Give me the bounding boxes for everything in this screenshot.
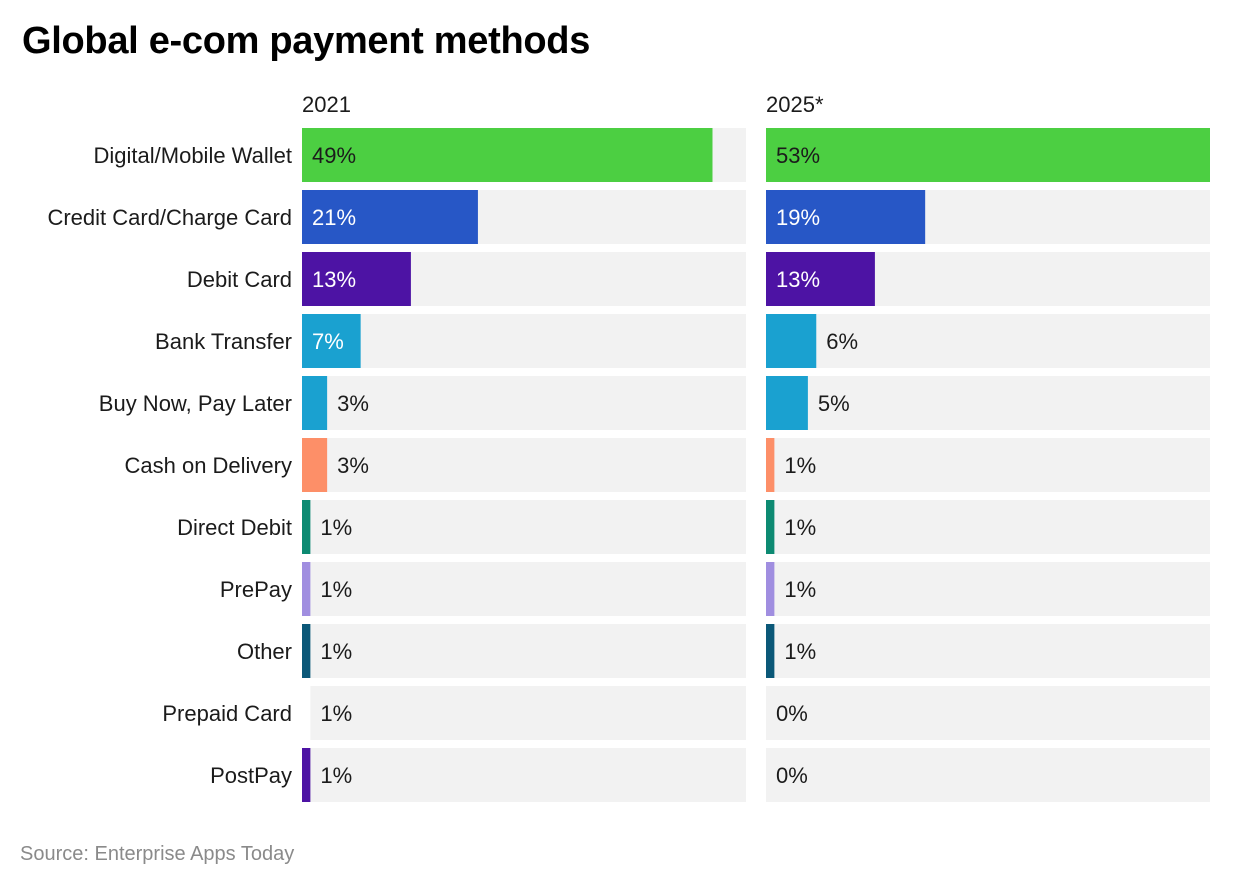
bar-chart: Digital/Mobile Wallet Credit Card/Charge … [47,92,1210,802]
category-labels: Digital/Mobile Wallet Credit Card/Charge … [47,143,292,788]
bar-track [302,376,746,430]
data-label: 1% [320,639,352,664]
data-label: 3% [337,453,369,478]
bar [302,190,478,244]
data-label: 53% [776,143,820,168]
bar [302,252,411,306]
data-label: 1% [784,453,816,478]
data-label: 21% [312,205,356,230]
panel-2021: 2021 49% 21% 13% 7% 3% 3% 1% 1% 1% 1% 1% [302,92,746,802]
panel-header: 2021 [302,92,351,117]
bar-track [302,438,746,492]
panel-2025: 2025* 53% 19% 13% 6% 5% 1% 1% 1% 1% 0% 0% [766,92,1210,802]
category-label: Credit Card/Charge Card [47,205,292,230]
data-label: 1% [784,639,816,664]
category-label: Debit Card [187,267,292,292]
bar-track [766,562,1210,616]
bar [302,624,311,678]
category-label: Prepaid Card [162,701,292,726]
data-label: 3% [337,391,369,416]
data-label: 1% [784,577,816,602]
chart-title: Global e-com payment methods [22,20,591,62]
data-label: 1% [320,701,352,726]
bar-track [766,438,1210,492]
bar [302,314,361,368]
bar [766,190,926,244]
bar-track [302,686,746,740]
bar-track [302,562,746,616]
bar-track [302,500,746,554]
bar [302,500,311,554]
source-note: Source: Enterprise Apps Today [20,843,295,865]
bar-track [302,624,746,678]
chart-panels: 2021 49% 21% 13% 7% 3% 3% 1% 1% 1% 1% 1% 2025* 53% 19%… [302,92,1210,802]
data-label: 0% [776,701,808,726]
bar [302,562,311,616]
data-label: 13% [312,267,356,292]
category-label: Other [237,639,292,664]
bar-track [766,314,1210,368]
data-label: 1% [784,515,816,540]
bar [766,438,775,492]
data-label: 6% [826,329,858,354]
bar [766,128,1210,182]
bar [766,376,808,430]
bar [766,252,875,306]
bar [302,438,328,492]
data-label: 5% [818,391,850,416]
bar [766,314,817,368]
data-label: 7% [312,329,344,354]
bar-track [766,748,1210,802]
bar-track [766,376,1210,430]
bar-track [766,686,1210,740]
data-label: 1% [320,763,352,788]
data-label: 19% [776,205,820,230]
data-label: 13% [776,267,820,292]
bar [302,686,311,740]
category-label: Direct Debit [177,515,292,540]
bar [302,748,311,802]
category-label: Buy Now, Pay Later [99,391,292,416]
category-label: PrePay [220,577,292,602]
panel-header: 2025* [766,92,824,117]
bar [766,624,775,678]
data-label: 1% [320,515,352,540]
bar-track [766,500,1210,554]
bar [766,500,775,554]
bar-track [302,314,746,368]
category-label: PostPay [210,763,292,788]
bar-track [302,748,746,802]
category-label: Cash on Delivery [124,453,292,478]
data-label: 49% [312,143,356,168]
category-label: Bank Transfer [155,329,292,354]
bar [302,376,328,430]
bar [766,562,775,616]
data-label: 0% [776,763,808,788]
category-label: Digital/Mobile Wallet [94,143,292,168]
bar [302,128,713,182]
data-label: 1% [320,577,352,602]
bar-track [766,624,1210,678]
